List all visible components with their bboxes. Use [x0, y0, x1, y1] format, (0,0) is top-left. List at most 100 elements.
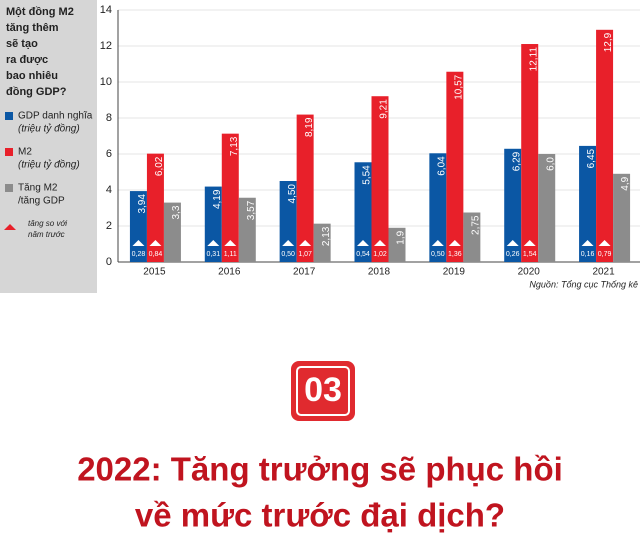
growth-marker: [523, 240, 536, 246]
growth-label: 1,36: [448, 251, 462, 258]
bar: [504, 148, 522, 262]
legend-swatch: [5, 148, 13, 156]
growth-marker: [431, 240, 444, 246]
value-label: 1,9: [396, 230, 407, 244]
legend-marker: [4, 224, 16, 230]
legend-swatch: [5, 184, 13, 192]
value-label: 6,29: [511, 151, 522, 171]
value-label: 12,9: [603, 32, 614, 52]
legend-note: (triệu tỷ đồng): [18, 159, 80, 171]
legend-label: GDP danh nghĩa: [18, 111, 93, 122]
growth-label: 0,31: [206, 251, 220, 258]
bar: [521, 44, 539, 262]
growth-label: 1,54: [523, 251, 537, 258]
bar: [146, 153, 164, 262]
growth-label: 0,79: [598, 251, 612, 258]
bar: [538, 154, 556, 262]
bar: [313, 223, 331, 262]
legend-label: năm trước: [28, 230, 65, 239]
growth-label: 0,50: [431, 251, 445, 258]
bar: [579, 145, 597, 262]
value-label: 12,11: [528, 47, 539, 72]
chart-title: sẽ tạo: [6, 38, 38, 50]
growth-marker: [448, 240, 461, 246]
bar: [163, 202, 181, 262]
bar: [279, 181, 297, 262]
bar: [463, 212, 481, 262]
x-tick-label: 2020: [518, 267, 541, 278]
growth-marker: [224, 240, 237, 246]
growth-label: 1,11: [224, 251, 237, 258]
growth-label: 1,02: [373, 251, 387, 258]
source: Nguồn: Tổng cục Thống kê: [529, 279, 638, 289]
badge: [291, 361, 355, 421]
value-label: 3,57: [246, 200, 257, 220]
value-label: 6,02: [154, 156, 165, 176]
value-label: 3,94: [137, 194, 148, 214]
bar: [204, 186, 222, 262]
chart-title: ra được: [6, 54, 48, 66]
y-tick-label: 14: [100, 4, 112, 16]
value-label: 6,0: [545, 157, 556, 171]
legend-note: (triệu tỷ đồng): [18, 123, 80, 135]
growth-marker: [282, 240, 295, 246]
value-label: 7,13: [229, 136, 240, 156]
x-tick-label: 2021: [592, 267, 615, 278]
growth-label: 0,26: [506, 251, 520, 258]
y-tick-label: 10: [100, 76, 112, 88]
growth-label: 0,50: [281, 251, 295, 258]
bar: [296, 114, 314, 262]
legend-note: /tăng GDP: [18, 196, 65, 207]
bar: [388, 227, 406, 262]
bar: [221, 133, 239, 262]
value-label: 4,50: [287, 184, 298, 204]
x-tick-label: 2019: [443, 267, 466, 278]
headline: 2022: Tăng trưởng sẽ phục hồi: [77, 451, 563, 488]
value-label: 4,19: [212, 189, 223, 209]
y-tick-label: 6: [106, 148, 112, 160]
growth-marker: [299, 240, 312, 246]
badge-border: [296, 366, 350, 416]
growth-label: 0,84: [149, 251, 163, 258]
value-label: 8,19: [304, 117, 315, 137]
growth-marker: [506, 240, 519, 246]
y-tick-label: 2: [106, 220, 112, 232]
bar: [371, 96, 389, 262]
growth-marker: [207, 240, 220, 246]
value-label: 6,04: [436, 156, 447, 176]
chart-title: tăng thêm: [6, 22, 59, 34]
value-label: 2,75: [470, 215, 481, 235]
y-tick-label: 4: [106, 184, 112, 196]
bar: [446, 71, 464, 263]
x-tick-label: 2017: [293, 267, 316, 278]
badge-number: 03: [304, 371, 342, 409]
side-panel: [0, 0, 97, 293]
value-label: 4,9: [620, 176, 631, 190]
chart-title: bao nhiêu: [6, 70, 58, 82]
x-tick-label: 2018: [368, 267, 391, 278]
growth-marker: [374, 240, 386, 246]
legend-swatch: [5, 112, 13, 120]
legend-label: tăng so với: [28, 219, 67, 228]
growth-marker: [149, 240, 162, 246]
x-tick-label: 2015: [143, 267, 166, 278]
growth-marker: [581, 240, 594, 246]
growth-label: 0,28: [132, 251, 146, 258]
growth-marker: [598, 240, 611, 246]
y-tick-label: 8: [106, 112, 112, 124]
bar: [596, 29, 614, 262]
y-tick-label: 12: [100, 40, 112, 52]
headline: về mức trước đại dịch?: [135, 497, 505, 534]
growth-marker: [132, 240, 145, 246]
legend-label: M2: [18, 147, 32, 158]
value-label: 3,3: [171, 205, 182, 219]
y-tick-label: 0: [106, 256, 112, 268]
growth-label: 0,16: [581, 251, 595, 258]
value-label: 10,57: [453, 74, 464, 99]
growth-label: 0,54: [356, 251, 370, 258]
value-label: 5,54: [362, 165, 373, 185]
chart-title: đồng GDP?: [6, 86, 67, 98]
value-label: 2,13: [321, 226, 332, 246]
